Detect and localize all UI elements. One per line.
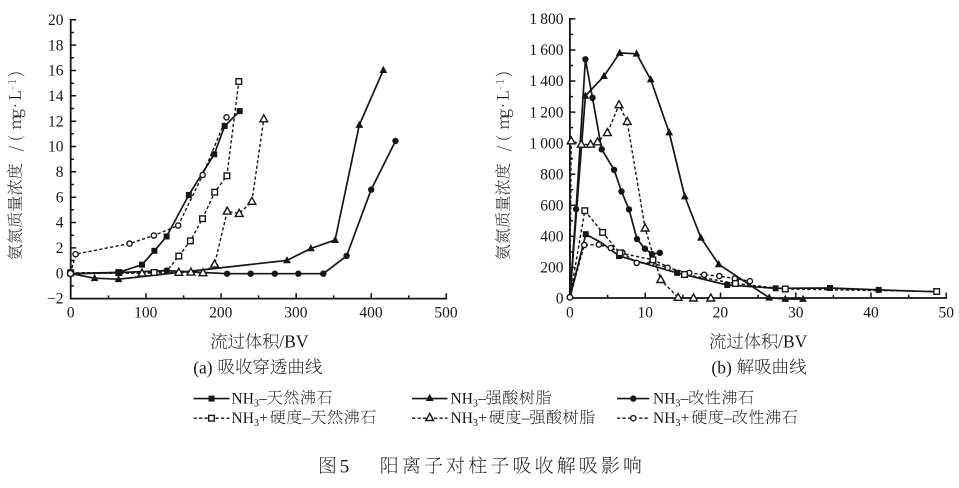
svg-text:2: 2 <box>56 240 64 257</box>
svg-text:0: 0 <box>566 305 574 322</box>
svg-text:20: 20 <box>48 12 64 29</box>
svg-text:20: 20 <box>713 305 729 322</box>
svg-text:1 400: 1 400 <box>529 73 563 90</box>
svg-text:0: 0 <box>67 305 75 322</box>
svg-text:−2: −2 <box>47 291 64 308</box>
svg-text:3: 3 <box>675 399 680 410</box>
svg-text:16: 16 <box>48 63 64 80</box>
svg-text:50: 50 <box>938 305 954 322</box>
svg-text:+: + <box>681 410 690 427</box>
svg-text:30: 30 <box>788 305 804 322</box>
svg-text:1 800: 1 800 <box>529 11 563 28</box>
svg-text:600: 600 <box>540 198 564 215</box>
svg-text:NH: NH <box>232 390 254 407</box>
svg-text:300: 300 <box>284 305 308 322</box>
svg-text:14: 14 <box>48 88 64 105</box>
svg-text:–: – <box>302 410 311 427</box>
svg-text:1 600: 1 600 <box>529 42 563 59</box>
svg-text:1 000: 1 000 <box>529 135 563 152</box>
svg-text:500: 500 <box>434 305 458 322</box>
svg-text:–: – <box>258 390 267 407</box>
svg-text:0: 0 <box>556 291 564 308</box>
svg-text:NH: NH <box>451 390 473 407</box>
svg-text:/BV: /BV <box>279 332 309 352</box>
svg-text:8: 8 <box>56 164 64 181</box>
svg-text:40: 40 <box>863 305 879 322</box>
svg-text:+: + <box>478 410 487 427</box>
svg-text:5: 5 <box>340 456 350 477</box>
svg-text:(a): (a) <box>193 358 213 378</box>
svg-text:NH: NH <box>653 410 675 427</box>
svg-text:/BV: /BV <box>778 332 808 352</box>
svg-text:1 200: 1 200 <box>529 104 563 121</box>
svg-text:(b): (b) <box>711 358 732 378</box>
svg-text:10: 10 <box>637 305 653 322</box>
svg-text:6: 6 <box>56 189 64 206</box>
svg-text:–: – <box>521 410 530 427</box>
svg-text:–: – <box>723 410 732 427</box>
svg-text:NH: NH <box>232 410 254 427</box>
svg-text:NH: NH <box>451 410 473 427</box>
svg-text:400: 400 <box>359 305 383 322</box>
svg-text:12: 12 <box>48 113 64 130</box>
svg-text:4: 4 <box>56 215 64 232</box>
svg-text:–: – <box>680 390 689 407</box>
svg-text:3: 3 <box>675 418 680 429</box>
svg-text:–: – <box>477 390 486 407</box>
svg-text:+: + <box>259 410 268 427</box>
svg-text:18: 18 <box>48 37 64 54</box>
svg-text:100: 100 <box>134 305 158 322</box>
svg-text:400: 400 <box>540 229 564 246</box>
svg-text:800: 800 <box>540 166 564 183</box>
svg-text:NH: NH <box>653 390 675 407</box>
svg-text:3: 3 <box>254 399 259 410</box>
svg-text:3: 3 <box>473 418 478 429</box>
svg-text:3: 3 <box>254 418 259 429</box>
svg-text:10: 10 <box>48 139 64 156</box>
svg-text:200: 200 <box>540 260 564 277</box>
svg-text:0: 0 <box>56 265 64 282</box>
svg-text:3: 3 <box>473 399 478 410</box>
svg-text:200: 200 <box>209 305 233 322</box>
